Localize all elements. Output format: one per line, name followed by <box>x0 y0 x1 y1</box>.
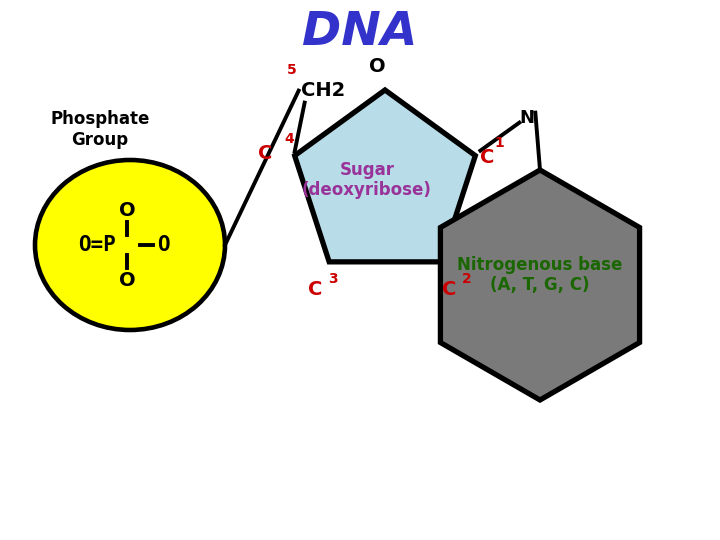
Text: 5: 5 <box>287 63 297 77</box>
Text: O=P: O=P <box>78 235 116 255</box>
Text: Phosphate
Group: Phosphate Group <box>50 110 150 149</box>
Text: C: C <box>258 144 273 163</box>
Text: O: O <box>157 235 169 255</box>
Text: 4: 4 <box>284 132 294 146</box>
Ellipse shape <box>35 160 225 330</box>
Text: CH2: CH2 <box>301 81 345 100</box>
Polygon shape <box>294 90 475 262</box>
Text: O: O <box>119 200 135 219</box>
Text: 2: 2 <box>462 272 472 286</box>
Text: C: C <box>308 280 323 299</box>
Text: C: C <box>441 280 456 299</box>
Text: C: C <box>480 148 495 167</box>
Text: Nitrogenous base
(A, T, G, C): Nitrogenous base (A, T, G, C) <box>457 255 623 294</box>
Text: 3: 3 <box>328 272 338 286</box>
Text: Sugar
(deoxyribose): Sugar (deoxyribose) <box>302 160 432 199</box>
Text: N: N <box>520 109 535 127</box>
Text: 1: 1 <box>495 136 504 150</box>
Text: O: O <box>119 271 135 289</box>
Text: DNA: DNA <box>302 10 418 55</box>
Text: O: O <box>369 57 385 76</box>
Polygon shape <box>441 170 639 400</box>
